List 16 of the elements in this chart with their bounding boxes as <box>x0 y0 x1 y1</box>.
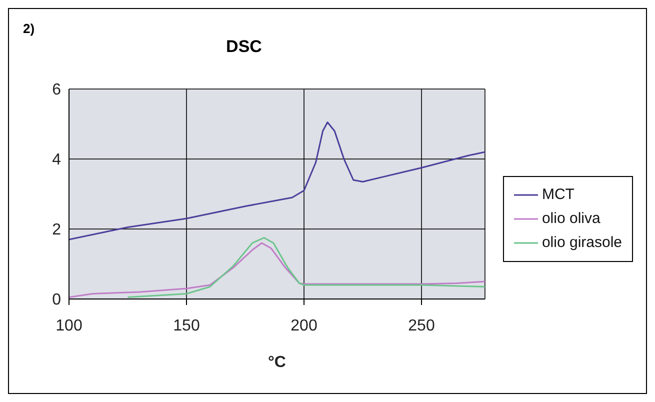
legend-label: olio girasole <box>542 233 622 253</box>
y-tick-label: 2 <box>52 222 62 239</box>
text: 2) <box>23 21 35 36</box>
line-series <box>127 237 485 298</box>
x-tick-label: 200 <box>290 317 318 334</box>
y-tick-label: 0 <box>52 292 62 309</box>
y-tick-label: 4 <box>52 152 62 169</box>
y-tick-label: 6 <box>52 82 62 99</box>
line-series <box>69 122 485 240</box>
chart-title: DSC <box>225 37 263 57</box>
x-tick-label: 150 <box>173 317 200 334</box>
x-axis-title: °C <box>268 354 286 371</box>
legend-label: MCT <box>542 185 574 205</box>
x-tick-label: 250 <box>408 317 435 334</box>
x-tick-label: 100 <box>56 317 82 334</box>
legend-label: olio oliva <box>542 209 600 229</box>
